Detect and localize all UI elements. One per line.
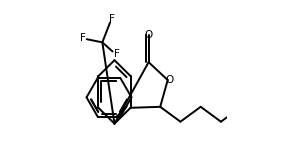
Text: F: F bbox=[80, 33, 86, 43]
Text: F: F bbox=[114, 49, 120, 59]
Text: O: O bbox=[165, 75, 173, 85]
Text: O: O bbox=[145, 30, 153, 40]
Text: F: F bbox=[109, 14, 115, 24]
